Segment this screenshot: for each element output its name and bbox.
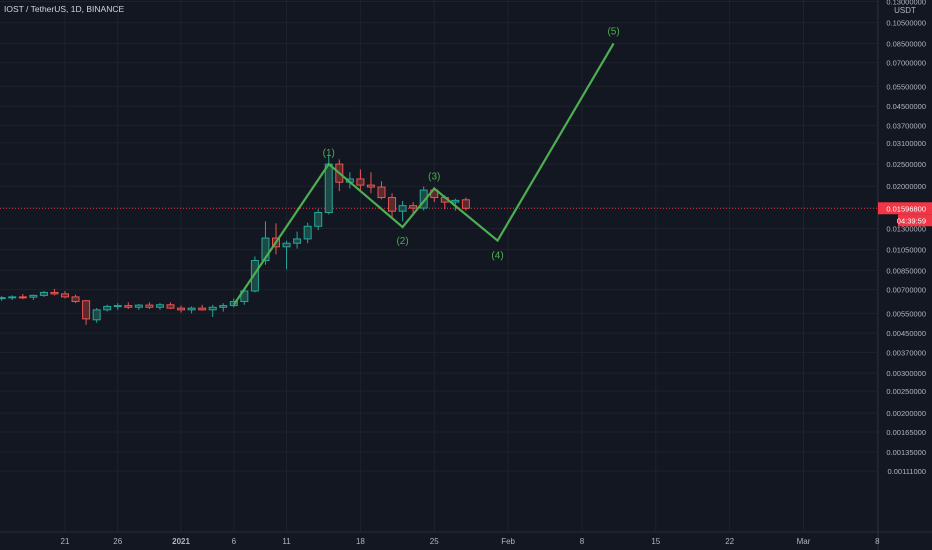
time-tick-label: 22 (725, 537, 734, 546)
candle-body (282, 242, 291, 248)
candle-body (71, 296, 80, 303)
countdown-label: 04:39:59 (897, 216, 926, 225)
price-tick-label: 0.05500000 (886, 82, 926, 91)
candle-body (39, 291, 48, 296)
candle-body (177, 307, 186, 311)
candle-body (103, 305, 112, 311)
price-tick-label: 0.02000000 (886, 182, 926, 191)
symbol-title: IOST / TetherUS, 1D, BINANCE (4, 4, 124, 14)
wave-label: (2) (396, 236, 408, 247)
price-tick-label: 0.00135000 (886, 448, 926, 457)
candle-body (461, 199, 470, 209)
candle-body (366, 184, 375, 188)
candle-body (451, 199, 460, 203)
price-tick-label: 0.00250000 (886, 387, 926, 396)
price-tick-label: 0.07000000 (886, 59, 926, 68)
price-tick-label: 0.00700000 (886, 286, 926, 295)
price-tick-label: 0.03700000 (886, 121, 926, 130)
grid-lines (0, 0, 878, 532)
candle-body (18, 296, 27, 299)
price-tick-label: 0.13000000 (886, 0, 926, 7)
time-axis[interactable]: 21 26 2021 6 11 18 25 Feb 8 15 22 Mar 8 (61, 537, 881, 546)
price-tick-label: 0.00450000 (886, 329, 926, 338)
candle-body (187, 307, 196, 311)
candle-body (356, 178, 365, 186)
candle-body (409, 205, 418, 209)
candle-body (324, 163, 333, 213)
candle-body (314, 211, 323, 227)
countdown-badge (898, 214, 932, 227)
price-tick-label: 0.04500000 (886, 102, 926, 111)
price-unit-label: USDT (894, 6, 916, 15)
price-tick-label: 0.00165000 (886, 428, 926, 437)
candle-body (113, 305, 122, 308)
candle-body (261, 237, 270, 262)
candle-body (166, 304, 175, 309)
time-tick-label: 15 (651, 537, 660, 546)
candle-body (388, 197, 397, 212)
candle-body (419, 189, 428, 209)
price-tick-label: 0.00370000 (886, 348, 926, 357)
price-tick-label: 0.03100000 (886, 139, 926, 148)
price-tick-label: 0.10500000 (886, 19, 926, 28)
time-tick-label: Mar (797, 537, 811, 546)
wave-label: (3) (428, 172, 440, 183)
candle-body (145, 304, 154, 308)
time-tick-label: 8 (580, 537, 585, 546)
time-tick-label: 11 (282, 537, 291, 546)
candle-body (134, 304, 143, 308)
wave-label: (1) (323, 148, 335, 159)
time-tick-label: 21 (61, 537, 70, 546)
candle-body (61, 293, 69, 298)
elliott-wave-drawing[interactable]: (1) (2) (3) (4) (5) (232, 26, 620, 306)
candle-body (208, 306, 217, 311)
price-tick-label: 0.08500000 (886, 39, 926, 48)
time-tick-label: 2021 (172, 537, 190, 546)
candle-body (293, 238, 302, 244)
candle-body (124, 305, 133, 308)
current-price-label: 0.01596800 (886, 204, 926, 213)
price-tick-label: 0.01300000 (886, 225, 926, 234)
candle-body (303, 225, 312, 240)
candle-body (29, 294, 38, 298)
candle-body (155, 304, 164, 308)
time-tick-label: 26 (113, 537, 122, 546)
wave-label: (5) (607, 26, 619, 37)
time-tick-label: 6 (232, 537, 237, 546)
candle-body (250, 260, 259, 292)
current-price-badge (878, 202, 932, 215)
time-tick-label: 8 (875, 537, 880, 546)
candle-body (50, 291, 59, 295)
time-tick-label: 18 (356, 537, 365, 546)
candle-body (82, 300, 91, 320)
price-tick-label: 0.00850000 (886, 266, 926, 275)
time-tick-label: 25 (430, 537, 439, 546)
price-axis[interactable]: 0.13000000 0.10500000 0.08500000 0.07000000… (878, 0, 932, 476)
price-tick-label: 0.02500000 (886, 160, 926, 169)
candle-body (198, 307, 207, 311)
price-tick-label: 0.00200000 (886, 409, 926, 418)
candle-body (8, 296, 17, 299)
price-tick-label: 0.00300000 (886, 369, 926, 378)
price-tick-label: 0.00550000 (886, 309, 926, 318)
price-tick-label: 0.00111000 (887, 467, 926, 476)
wave-label: (4) (491, 251, 503, 262)
elliott-wave-line[interactable] (232, 42, 615, 306)
time-tick-label: Feb (501, 537, 515, 546)
candle-body (92, 309, 101, 321)
candle-body (219, 305, 228, 308)
candle-body (398, 205, 407, 212)
candle-body (0, 297, 6, 300)
price-tick-label: 0.01050000 (886, 246, 926, 255)
candle-body (377, 186, 386, 199)
